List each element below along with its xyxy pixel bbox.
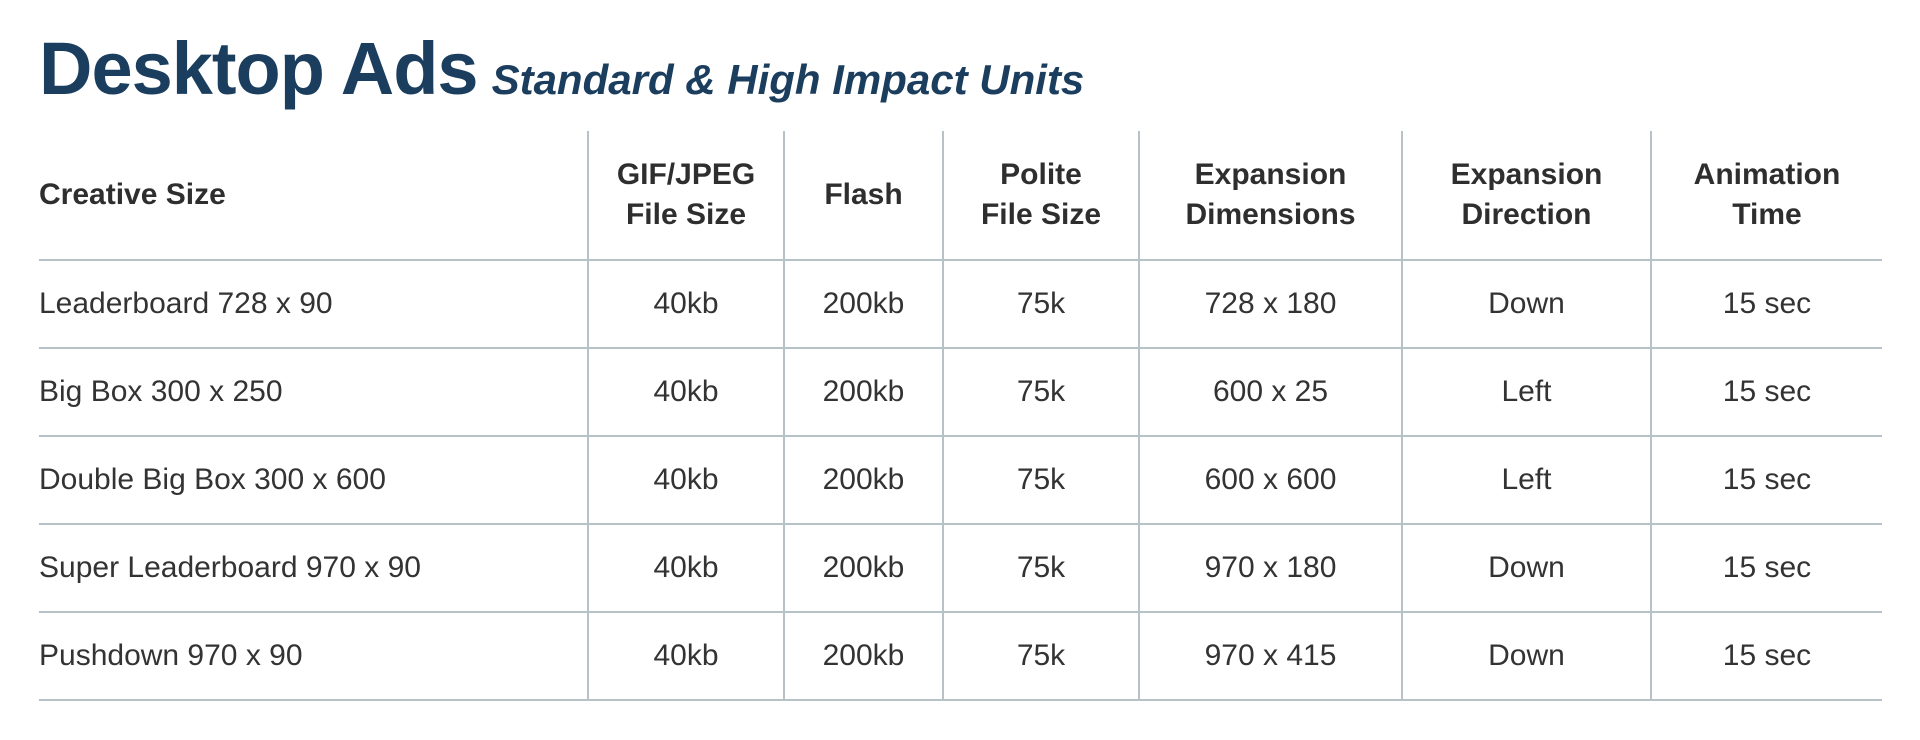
column-header: GIF/JPEG File Size: [587, 131, 784, 261]
column-header: Animation Time: [1650, 131, 1882, 261]
header-line: Expansion: [1194, 158, 1347, 191]
header-line: Expansion: [1450, 158, 1603, 191]
table-cell: 75k: [942, 436, 1139, 525]
table-cell: 40kb: [587, 260, 784, 349]
table-cell: 15 sec: [1650, 260, 1882, 349]
table-cell: 40kb: [587, 348, 784, 437]
table-cell: 15 sec: [1650, 436, 1882, 525]
table-cell: 75k: [942, 348, 1139, 437]
table-cell: 15 sec: [1650, 524, 1882, 613]
table-cell: Down: [1401, 260, 1651, 349]
table-cell: Down: [1401, 524, 1651, 613]
table-cell: 200kb: [783, 436, 943, 525]
table-cell: 75k: [942, 524, 1139, 613]
table-cell: 600 x 600: [1138, 436, 1402, 525]
table-cell: 40kb: [587, 524, 784, 613]
header-line: File Size: [625, 198, 747, 231]
header-line: Polite: [1000, 158, 1082, 191]
table-cell: 600 x 25: [1138, 348, 1402, 437]
header-line: Direction: [1461, 198, 1592, 231]
table-cell: Down: [1401, 612, 1651, 701]
title: Desktop Ads: [39, 27, 479, 110]
column-header: Expansion Dimensions: [1138, 131, 1402, 261]
table-cell: Double Big Box 300 x 600: [39, 436, 588, 525]
table-cell: Left: [1401, 348, 1651, 437]
table-cell: Leaderboard 728 x 90: [39, 260, 588, 349]
column-header: Creative Size: [39, 131, 588, 261]
ad-table: Creative Size GIF/JPEG File Size Flash Polit…: [39, 131, 1882, 701]
table-cell: 728 x 180: [1138, 260, 1402, 349]
column-header: Polite File Size: [942, 131, 1139, 261]
header-line: GIF/JPEG: [616, 158, 756, 191]
table-row: Super Leaderboard 970 x 90 40kb 200kb 75k 97…: [39, 524, 1882, 613]
table-cell: 970 x 180: [1138, 524, 1402, 613]
header-line: Dimensions: [1185, 198, 1356, 231]
table-cell: 40kb: [587, 436, 784, 525]
table-cell: 15 sec: [1650, 348, 1882, 437]
heading: Desktop Ads Standard & High Impact Units: [39, 26, 1084, 111]
table-cell: Pushdown 970 x 90: [39, 612, 588, 701]
header-line: Animation: [1693, 158, 1841, 191]
table-row: Double Big Box 300 x 600 40kb 200kb 75k 600 …: [39, 436, 1882, 525]
table-cell: 200kb: [783, 260, 943, 349]
header-line: Time: [1732, 198, 1802, 231]
table-cell: 200kb: [783, 348, 943, 437]
table-cell: 75k: [942, 260, 1139, 349]
table-cell: 200kb: [783, 524, 943, 613]
table-cell: 200kb: [783, 612, 943, 701]
subtitle: Standard & High Impact Units: [491, 56, 1085, 103]
table-cell: 15 sec: [1650, 612, 1882, 701]
table-cell: 75k: [942, 612, 1139, 701]
column-header: Flash: [783, 131, 943, 261]
header-line: Creative Size: [39, 178, 226, 211]
column-header: Expansion Direction: [1401, 131, 1651, 261]
table-row: Big Box 300 x 250 40kb 200kb 75k 600 x 25 Lef…: [39, 348, 1882, 437]
table-row: Pushdown 970 x 90 40kb 200kb 75k 970 x 415 Do…: [39, 612, 1882, 701]
table-cell: 970 x 415: [1138, 612, 1402, 701]
table-cell: Super Leaderboard 970 x 90: [39, 524, 588, 613]
table-body: Leaderboard 728 x 90 40kb 200kb 75k 728 x 18…: [39, 260, 1882, 701]
header-line: File Size: [980, 198, 1102, 231]
header-row: Creative Size GIF/JPEG File Size Flash Polit…: [39, 131, 1882, 261]
table-cell: 40kb: [587, 612, 784, 701]
table-row: Leaderboard 728 x 90 40kb 200kb 75k 728 x 18…: [39, 260, 1882, 349]
header-line: Flash: [824, 178, 903, 211]
table-cell: Left: [1401, 436, 1651, 525]
table-cell: Big Box 300 x 250: [39, 348, 588, 437]
